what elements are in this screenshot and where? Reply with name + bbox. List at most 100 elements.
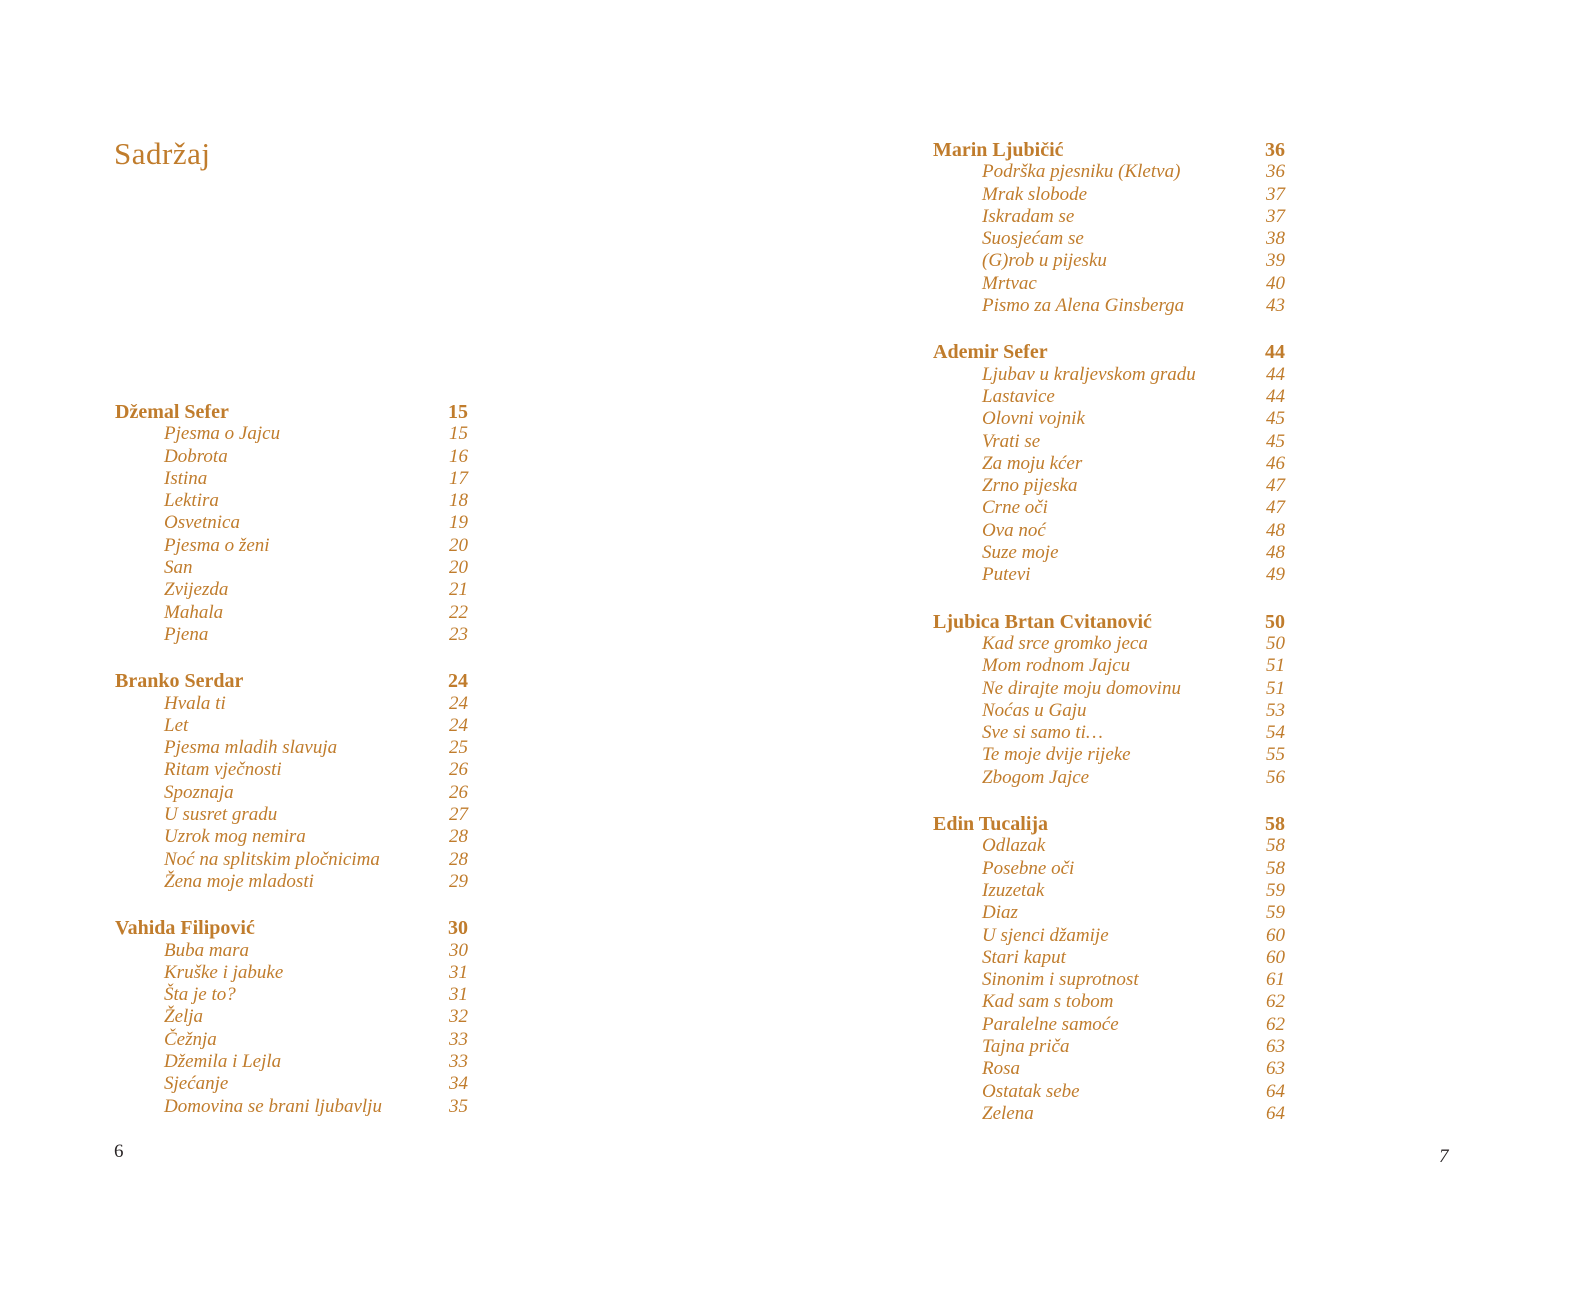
toc-entry-row: Kruške i jabuke 31 bbox=[115, 962, 468, 984]
toc-entry-title: Zbogom Jajce bbox=[982, 766, 1090, 788]
toc-author-page-number: 24 bbox=[448, 670, 468, 693]
toc-entry-title: Šta je to? bbox=[164, 984, 236, 1006]
toc-entry-page-number: 61 bbox=[1266, 969, 1285, 991]
toc-entry-page-number: 53 bbox=[1266, 699, 1285, 721]
toc-section: Edin Tucalija 58 Odlazak 58 Posebne oči 58 Izu… bbox=[933, 813, 1285, 1125]
toc-entry-row: Sinonim i suprotnost 61 bbox=[933, 969, 1285, 991]
toc-entry-page-number: 51 bbox=[1266, 655, 1285, 677]
toc-entry-row: Te moje dvije rijeke 55 bbox=[933, 744, 1285, 766]
toc-entry-title: Pjesma o ženi bbox=[164, 534, 270, 556]
toc-author-page-number: 58 bbox=[1265, 813, 1285, 836]
toc-entry-page-number: 20 bbox=[449, 534, 468, 556]
toc-entry-row: Kad srce gromko jeca 50 bbox=[933, 633, 1285, 655]
toc-entry-page-number: 36 bbox=[1266, 161, 1285, 183]
toc-entry-row: Čežnja 33 bbox=[115, 1029, 468, 1051]
toc-entry-row: Spoznaja 26 bbox=[115, 782, 468, 804]
toc-entry-page-number: 22 bbox=[449, 601, 468, 623]
toc-entry-page-number: 21 bbox=[449, 579, 468, 601]
toc-entry-row: U sjenci džamije 60 bbox=[933, 925, 1285, 947]
toc-entry-row: Ne dirajte moju domovinu 51 bbox=[933, 678, 1285, 700]
toc-entry-row: Suosjećam se 38 bbox=[933, 228, 1285, 250]
toc-entry-title: Domovina se brani ljubavlju bbox=[164, 1095, 382, 1117]
toc-entry-row: Dobrota 16 bbox=[115, 446, 468, 468]
toc-entry-row: Iskradam se 37 bbox=[933, 206, 1285, 228]
toc-author-row: Vahida Filipović 30 bbox=[115, 917, 468, 939]
toc-entry-page-number: 33 bbox=[449, 1028, 468, 1050]
page-title: Sadržaj bbox=[114, 136, 211, 171]
toc-entry-title: Putevi bbox=[982, 564, 1031, 586]
toc-entry-page-number: 48 bbox=[1266, 542, 1285, 564]
toc-entry-row: Zvijezda 21 bbox=[115, 579, 468, 601]
toc-entry-page-number: 43 bbox=[1266, 295, 1285, 317]
toc-entry-page-number: 17 bbox=[449, 467, 468, 489]
toc-entry-title: Tajna priča bbox=[982, 1035, 1070, 1057]
toc-author-name: Vahida Filipović bbox=[115, 917, 255, 940]
toc-entry-page-number: 47 bbox=[1266, 497, 1285, 519]
toc-entry-row: Mrak slobode 37 bbox=[933, 184, 1285, 206]
toc-entry-row: Putevi 49 bbox=[933, 564, 1285, 586]
toc-entry-title: Ljubav u kraljevskom gradu bbox=[982, 363, 1196, 385]
toc-entry-row: Posebne oči 58 bbox=[933, 858, 1285, 880]
toc-entry-row: Pjesma mladih slavuja 25 bbox=[115, 737, 468, 759]
toc-entry-title: Crne oči bbox=[982, 497, 1048, 519]
toc-entry-page-number: 55 bbox=[1266, 744, 1285, 766]
toc-entry-row: Lastavice 44 bbox=[933, 386, 1285, 408]
toc-entry-row: Podrška pjesniku (Kletva) 36 bbox=[933, 161, 1285, 183]
toc-entry-page-number: 24 bbox=[449, 714, 468, 736]
toc-entry-page-number: 56 bbox=[1266, 766, 1285, 788]
toc-entry-title: Posebne oči bbox=[982, 857, 1075, 879]
toc-entry-title: Sve si samo ti… bbox=[982, 722, 1103, 744]
toc-entry-row: Odlazak 58 bbox=[933, 835, 1285, 857]
toc-entry-title: Olovni vojnik bbox=[982, 408, 1085, 430]
toc-entry-row: Tajna priča 63 bbox=[933, 1036, 1285, 1058]
page-number-right: 7 bbox=[1439, 1146, 1449, 1167]
toc-entry-title: Dobrota bbox=[164, 445, 228, 467]
toc-entry-title: Zrno pijeska bbox=[982, 475, 1078, 497]
toc-entry-page-number: 30 bbox=[449, 939, 468, 961]
toc-entry-title: Ova noć bbox=[982, 519, 1046, 541]
toc-entry-row: Stari kaput 60 bbox=[933, 947, 1285, 969]
toc-entry-title: Spoznaja bbox=[164, 781, 234, 803]
toc-entry-row: Let 24 bbox=[115, 715, 468, 737]
toc-sections-right: Marin Ljubičić 36 Podrška pjesniku (Kletva… bbox=[933, 139, 1285, 1125]
toc-author-name: Ljubica Brtan Cvitanović bbox=[933, 610, 1152, 633]
toc-entry-page-number: 48 bbox=[1266, 519, 1285, 541]
toc-entry-title: Kad sam s tobom bbox=[982, 991, 1114, 1013]
toc-entry-title: Lektira bbox=[164, 490, 219, 512]
page-number-left: 6 bbox=[114, 1141, 124, 1162]
toc-entry-row: U susret gradu 27 bbox=[115, 804, 468, 826]
toc-entry-title: Iskradam se bbox=[982, 205, 1075, 227]
toc-entry-page-number: 46 bbox=[1266, 452, 1285, 474]
toc-entry-page-number: 62 bbox=[1266, 1013, 1285, 1035]
toc-entry-page-number: 35 bbox=[449, 1095, 468, 1117]
toc-entry-page-number: 59 bbox=[1266, 879, 1285, 901]
toc-entry-title: Izuzetak bbox=[982, 879, 1045, 901]
toc-author-page-number: 36 bbox=[1265, 139, 1285, 161]
toc-sections-left: Džemal Sefer 15 Pjesma o Jajcu 15 Dobrota 16 I… bbox=[115, 401, 468, 1118]
toc-entry-page-number: 19 bbox=[449, 512, 468, 534]
toc-entry-page-number: 28 bbox=[449, 848, 468, 870]
toc-entry-page-number: 47 bbox=[1266, 475, 1285, 497]
toc-author-name: Ademir Sefer bbox=[933, 341, 1048, 364]
toc-entry-page-number: 54 bbox=[1266, 722, 1285, 744]
toc-author-row: Branko Serdar 24 bbox=[115, 670, 468, 692]
toc-entry-row: Istina 17 bbox=[115, 468, 468, 490]
toc-entry-page-number: 33 bbox=[449, 1051, 468, 1073]
toc-author-row: Marin Ljubičić 36 bbox=[933, 139, 1285, 161]
toc-entry-row: Lektira 18 bbox=[115, 490, 468, 512]
toc-entry-page-number: 16 bbox=[449, 445, 468, 467]
toc-entry-title: Uzrok mog nemira bbox=[164, 826, 306, 848]
toc-entry-page-number: 23 bbox=[449, 623, 468, 645]
toc-entry-row: Uzrok mog nemira 28 bbox=[115, 826, 468, 848]
toc-entry-row: Pismo za Alena Ginsberga 43 bbox=[933, 295, 1285, 317]
toc-entry-title: Sinonim i suprotnost bbox=[982, 969, 1139, 991]
toc-entry-row: Izuzetak 59 bbox=[933, 880, 1285, 902]
toc-entry-page-number: 20 bbox=[449, 557, 468, 579]
toc-author-name: Džemal Sefer bbox=[115, 401, 229, 423]
toc-entry-title: Želja bbox=[164, 1006, 204, 1028]
toc-entry-title: Let bbox=[164, 714, 189, 736]
toc-entry-title: Žena moje mladosti bbox=[164, 870, 314, 892]
toc-author-row: Ljubica Brtan Cvitanović 50 bbox=[933, 611, 1285, 633]
toc-entry-title: Za moju kćer bbox=[982, 452, 1083, 474]
